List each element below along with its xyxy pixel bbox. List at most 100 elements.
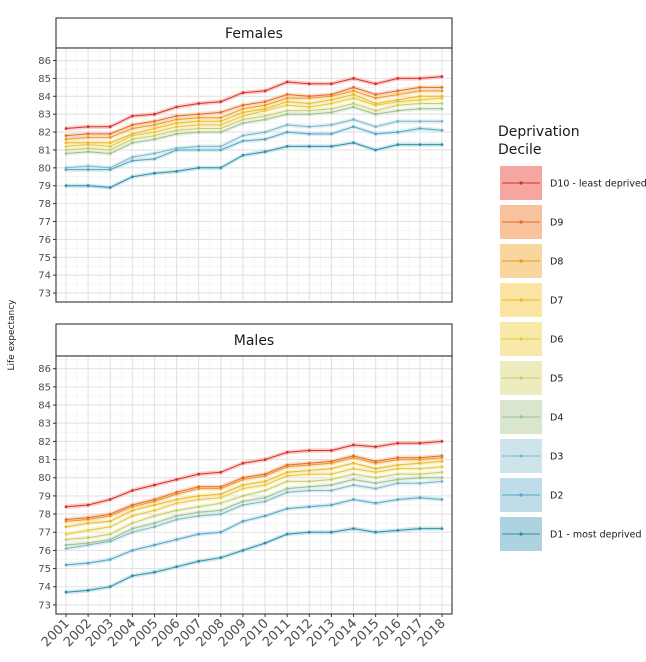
data-point	[263, 480, 267, 483]
data-point	[352, 443, 355, 447]
data-point	[131, 114, 134, 118]
series-line	[65, 440, 443, 508]
data-point	[86, 184, 90, 188]
panel-border	[55, 47, 453, 303]
panel-border	[55, 355, 453, 615]
data-point	[175, 538, 179, 541]
data-point	[396, 89, 400, 93]
data-point	[396, 93, 400, 96]
data-point	[263, 103, 267, 107]
data-point	[330, 132, 333, 136]
data-point	[285, 480, 289, 483]
data-point	[352, 472, 355, 476]
data-point	[374, 467, 377, 470]
data-point	[197, 148, 201, 152]
legend-label: D10 - least deprived	[550, 179, 646, 190]
data-point	[197, 498, 201, 501]
legend-item: D8	[500, 244, 563, 278]
data-point	[153, 152, 156, 155]
data-point	[241, 476, 245, 480]
legend-key-point	[519, 337, 523, 341]
data-point	[307, 102, 311, 105]
data-point	[108, 166, 112, 170]
data-point	[108, 136, 112, 139]
data-point	[131, 527, 134, 530]
data-point	[263, 118, 267, 121]
data-point	[86, 136, 90, 139]
series-ribbon	[66, 88, 442, 142]
data-point	[108, 125, 112, 129]
data-point	[418, 77, 422, 80]
y-tick-label: 80	[38, 473, 51, 484]
data-point	[307, 82, 311, 86]
data-point	[352, 96, 355, 100]
data-point	[241, 91, 245, 95]
data-point	[175, 118, 179, 121]
data-point	[418, 456, 422, 460]
data-point	[285, 507, 289, 510]
data-point	[352, 125, 355, 129]
data-point	[418, 94, 422, 98]
series-line	[65, 477, 442, 546]
data-point	[418, 472, 422, 476]
data-point	[131, 503, 134, 507]
data-point	[352, 93, 355, 96]
strip-background	[55, 17, 453, 49]
data-point	[396, 467, 400, 470]
data-point	[153, 137, 156, 141]
data-point	[307, 94, 311, 98]
series-line	[65, 480, 443, 550]
data-point	[64, 547, 68, 550]
series-ribbon	[66, 117, 442, 170]
data-point	[108, 532, 112, 536]
data-point	[175, 146, 179, 150]
legend-item: D4	[500, 400, 563, 434]
facet-panels: Females7374757677787980818283848586Males…	[38, 17, 453, 615]
legend-key-point	[519, 376, 523, 380]
legend-label: D9	[550, 218, 563, 229]
data-point	[131, 549, 134, 552]
data-point	[175, 105, 179, 109]
data-point	[175, 509, 179, 512]
data-point	[86, 516, 90, 520]
data-point	[175, 114, 179, 118]
series-ribbon	[66, 495, 442, 568]
data-point	[396, 103, 400, 107]
data-point	[352, 478, 355, 481]
data-point	[307, 505, 311, 509]
series-line	[65, 97, 443, 147]
data-point	[352, 498, 355, 501]
data-point	[241, 494, 245, 498]
data-point	[352, 86, 355, 89]
data-point	[330, 489, 333, 492]
data-point	[108, 512, 112, 516]
data-point	[131, 175, 134, 179]
data-point	[285, 470, 289, 474]
data-point	[352, 527, 355, 530]
data-point	[219, 530, 223, 534]
data-point	[418, 527, 422, 530]
data-point	[263, 89, 267, 93]
data-point	[64, 505, 68, 509]
data-point	[263, 130, 267, 134]
data-point	[307, 125, 311, 129]
legend: Deprivation Decile D10 - least deprived D…	[498, 124, 646, 551]
data-point	[440, 143, 444, 147]
data-point	[219, 100, 223, 104]
legend-label: D4	[550, 413, 563, 424]
series-line	[65, 471, 443, 540]
data-point	[219, 512, 223, 516]
data-point	[86, 536, 90, 540]
data-point	[197, 485, 201, 489]
data-point	[352, 461, 355, 465]
y-tick-label: 86	[38, 56, 51, 67]
x-axis: 2001200220032004200520062007200820092010…	[39, 614, 449, 650]
data-point	[285, 123, 289, 127]
data-point	[330, 102, 333, 105]
series-line	[65, 102, 442, 151]
y-tick-label: 76	[38, 235, 51, 246]
data-point	[440, 107, 444, 111]
legend-item: D9	[500, 205, 563, 239]
data-point	[108, 141, 112, 145]
